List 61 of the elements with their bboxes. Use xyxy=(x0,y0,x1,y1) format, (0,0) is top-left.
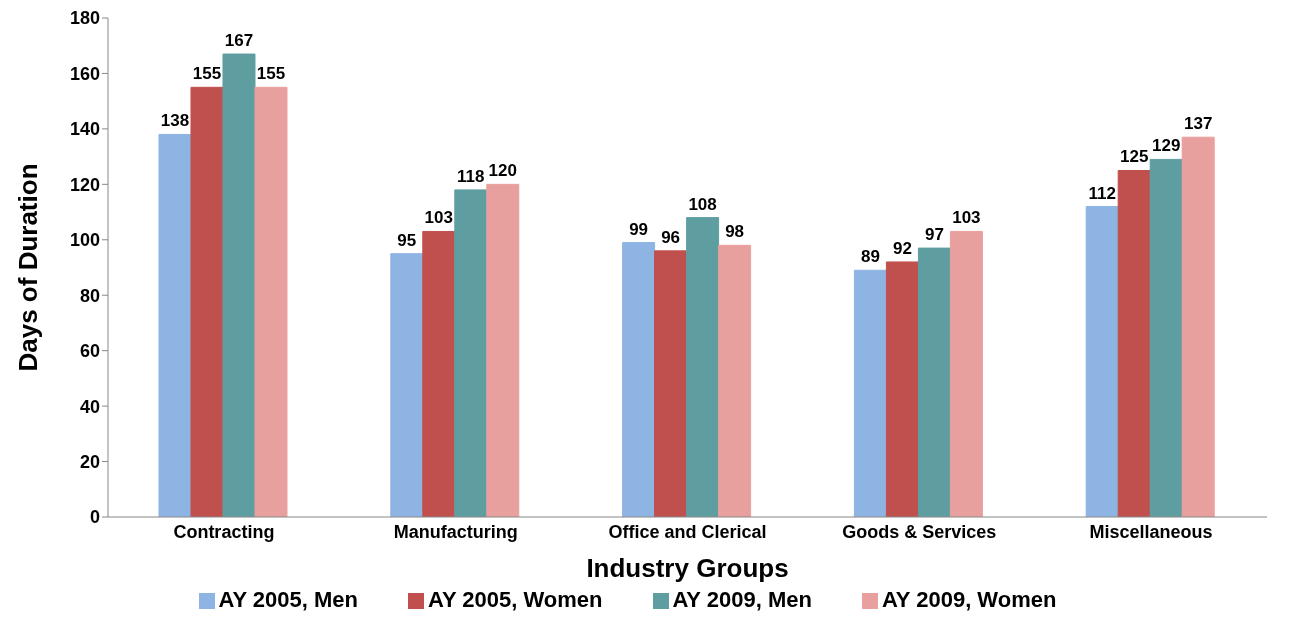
bar xyxy=(686,217,720,517)
y-tick-label: 80 xyxy=(79,285,100,306)
data-label: 138 xyxy=(160,111,190,131)
bar xyxy=(158,133,192,517)
data-label: 155 xyxy=(256,64,286,84)
legend-label: AY 2005, Men xyxy=(218,587,359,612)
y-tick-label: 160 xyxy=(69,63,100,84)
legend-label: AY 2005, Women xyxy=(428,587,603,612)
y-tick-label: 0 xyxy=(89,507,100,528)
x-tick-label: Goods & Services xyxy=(842,521,997,542)
bar xyxy=(454,189,488,517)
bar xyxy=(390,253,424,517)
bar xyxy=(1181,136,1215,517)
bar xyxy=(1085,206,1119,517)
bar xyxy=(254,86,288,517)
bar xyxy=(1149,158,1183,517)
x-tick-label: Office and Clerical xyxy=(608,521,767,542)
x-tick-label: Manufacturing xyxy=(393,521,518,542)
x-tick-label: Contracting xyxy=(173,521,275,542)
bar xyxy=(853,269,887,517)
data-label: 98 xyxy=(725,222,745,242)
data-label: 103 xyxy=(424,208,453,228)
bar xyxy=(622,242,656,517)
bar xyxy=(949,230,983,517)
data-label: 96 xyxy=(661,227,681,247)
bar xyxy=(486,183,520,517)
y-tick-label: 60 xyxy=(79,341,100,362)
x-axis-title: Industry Groups xyxy=(586,553,789,583)
bar xyxy=(1117,169,1151,517)
data-label: 129 xyxy=(1152,136,1181,156)
legend-label: AY 2009, Women xyxy=(881,587,1057,612)
data-label: 97 xyxy=(924,225,944,245)
bar xyxy=(422,230,456,517)
data-label: 99 xyxy=(629,219,649,239)
data-label: 95 xyxy=(397,230,417,250)
y-axis-title: Days of Duration xyxy=(13,163,44,372)
bar xyxy=(222,53,256,517)
data-label: 103 xyxy=(952,208,981,228)
bar xyxy=(718,244,752,517)
bar xyxy=(190,86,224,517)
data-label: 125 xyxy=(1120,147,1149,167)
bar xyxy=(917,247,951,517)
data-label: 89 xyxy=(860,247,880,267)
y-tick-label: 120 xyxy=(69,174,100,195)
data-label: 120 xyxy=(488,161,517,181)
data-label: 137 xyxy=(1184,114,1213,134)
data-label: 108 xyxy=(688,194,717,214)
data-label: 92 xyxy=(892,238,912,258)
y-tick-label: 140 xyxy=(69,119,100,140)
data-label: 118 xyxy=(457,166,485,186)
data-label: 155 xyxy=(192,64,222,84)
bar xyxy=(654,250,688,517)
bar xyxy=(885,261,919,517)
data-label: 112 xyxy=(1088,183,1116,203)
legend-label: AY 2009, Men xyxy=(672,587,812,612)
data-label: 167 xyxy=(224,31,254,51)
y-tick-label: 40 xyxy=(79,396,100,417)
y-tick-label: 20 xyxy=(79,451,100,472)
x-tick-label: Miscellaneous xyxy=(1089,521,1213,542)
y-tick-label: 180 xyxy=(69,8,100,29)
y-tick-label: 100 xyxy=(69,230,100,251)
